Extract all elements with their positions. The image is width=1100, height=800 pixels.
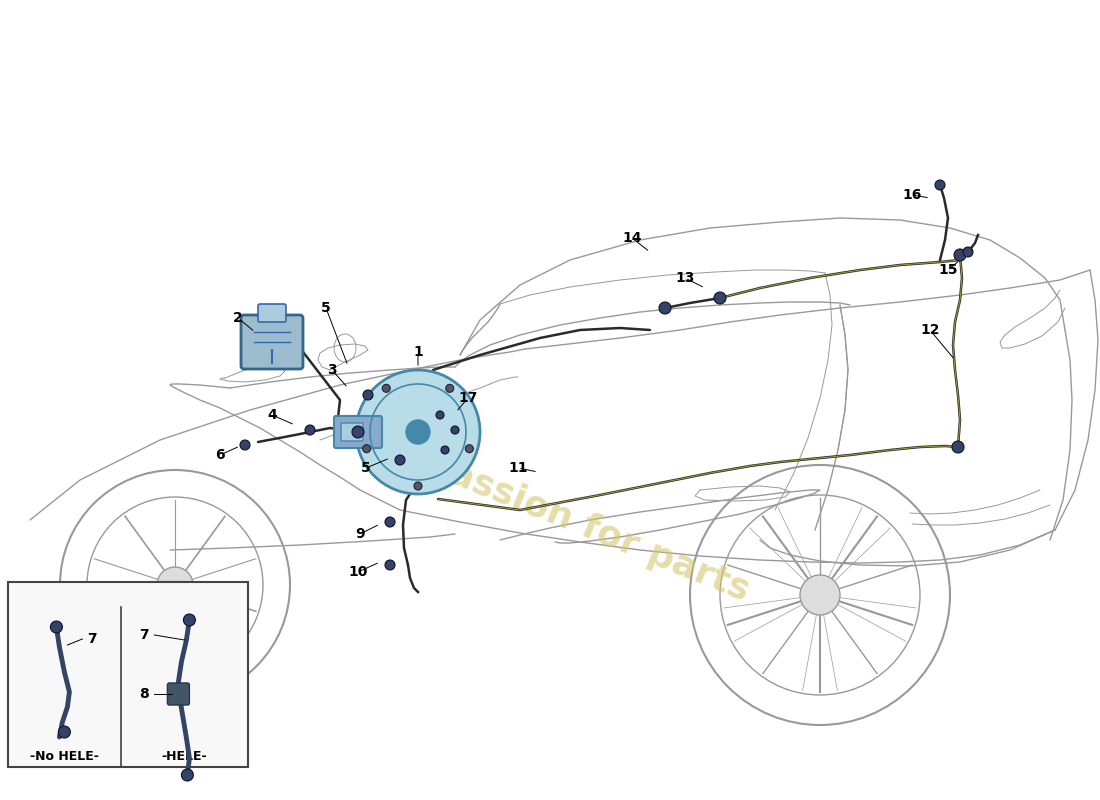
FancyBboxPatch shape <box>8 582 248 767</box>
FancyBboxPatch shape <box>341 423 363 441</box>
Text: -HELE-: -HELE- <box>162 750 207 763</box>
Circle shape <box>352 426 364 438</box>
Circle shape <box>414 482 422 490</box>
Circle shape <box>659 302 671 314</box>
Text: -No HELE-: -No HELE- <box>30 750 99 763</box>
Text: 3: 3 <box>327 363 337 377</box>
Circle shape <box>935 180 945 190</box>
Circle shape <box>383 384 390 392</box>
Text: 12: 12 <box>921 323 939 337</box>
Text: 15: 15 <box>938 263 958 277</box>
Text: 9: 9 <box>355 527 365 541</box>
Circle shape <box>954 249 966 261</box>
Circle shape <box>363 445 371 453</box>
Circle shape <box>406 420 430 444</box>
Text: 2: 2 <box>233 311 243 325</box>
Text: 6: 6 <box>216 448 224 462</box>
FancyBboxPatch shape <box>241 315 302 369</box>
Circle shape <box>395 455 405 465</box>
Text: 14: 14 <box>623 231 641 245</box>
Text: 11: 11 <box>508 461 528 475</box>
Circle shape <box>182 769 194 781</box>
Text: 4: 4 <box>267 408 277 422</box>
Circle shape <box>436 411 444 419</box>
Circle shape <box>363 390 373 400</box>
Circle shape <box>451 426 459 434</box>
Circle shape <box>446 384 453 392</box>
Text: 17: 17 <box>459 391 477 405</box>
FancyBboxPatch shape <box>334 416 382 448</box>
Circle shape <box>385 517 395 527</box>
Circle shape <box>356 370 480 494</box>
Circle shape <box>962 247 974 257</box>
Circle shape <box>58 726 70 738</box>
Circle shape <box>800 575 840 615</box>
Text: a passion for parts: a passion for parts <box>386 432 755 608</box>
Text: 7: 7 <box>88 632 97 646</box>
FancyBboxPatch shape <box>258 304 286 322</box>
Circle shape <box>714 292 726 304</box>
Circle shape <box>952 441 964 453</box>
Text: 16: 16 <box>902 188 922 202</box>
Text: 5: 5 <box>361 461 371 475</box>
Text: 13: 13 <box>675 271 695 285</box>
Circle shape <box>305 425 315 435</box>
Circle shape <box>51 621 63 633</box>
Circle shape <box>184 614 196 626</box>
Circle shape <box>385 560 395 570</box>
Text: 1: 1 <box>414 345 422 359</box>
Text: 10: 10 <box>349 565 367 579</box>
Text: 8: 8 <box>140 687 150 701</box>
Text: 7: 7 <box>140 628 150 642</box>
FancyBboxPatch shape <box>167 683 189 705</box>
Circle shape <box>441 446 449 454</box>
Circle shape <box>240 440 250 450</box>
Circle shape <box>465 445 473 453</box>
Circle shape <box>157 567 192 603</box>
Text: 5: 5 <box>321 301 331 315</box>
